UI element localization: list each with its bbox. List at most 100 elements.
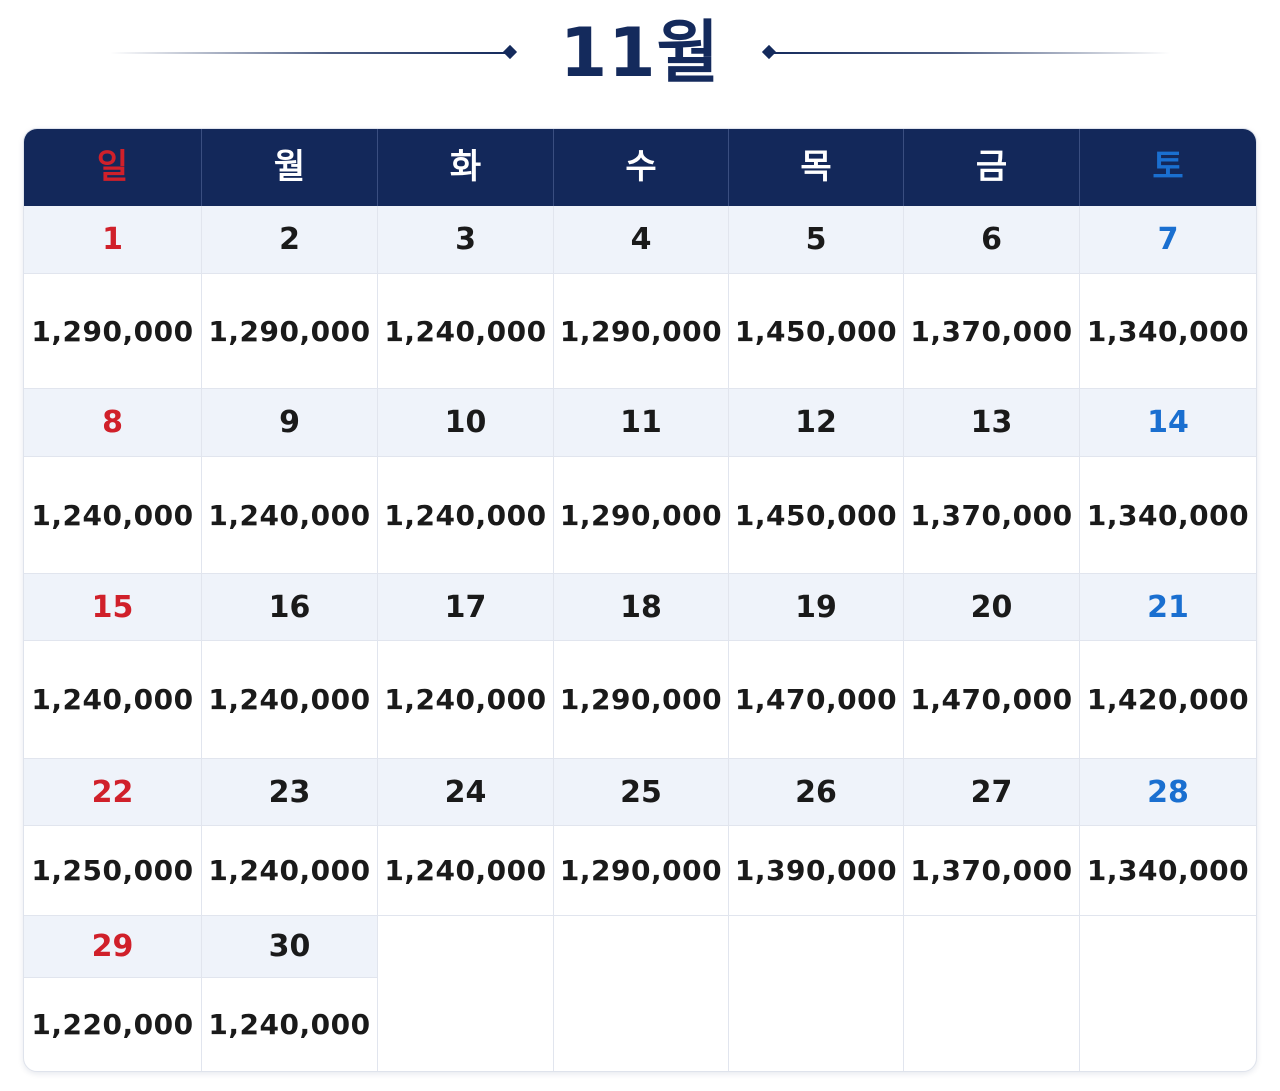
day-number: 4	[554, 206, 728, 274]
day-cell[interactable]: 1 1,290,000	[24, 206, 202, 389]
day-number: 30	[202, 916, 377, 978]
day-cell[interactable]: 5 1,450,000	[729, 206, 904, 389]
day-price: 1,240,000	[208, 499, 371, 532]
day-price: 1,240,000	[384, 315, 547, 348]
day-price: 1,470,000	[734, 683, 898, 716]
day-price: 1,340,000	[1086, 854, 1250, 887]
day-cell[interactable]: 12 1,450,000	[729, 389, 904, 574]
month-title: 11월	[559, 14, 721, 93]
day-cell[interactable]: 6 1,370,000	[904, 206, 1080, 389]
day-cell[interactable]: 10 1,240,000	[378, 389, 554, 574]
day-cell[interactable]: 26 1,390,000	[729, 759, 904, 916]
day-number: 11	[554, 389, 728, 457]
day-price: 1,290,000	[559, 854, 723, 887]
day-price: 1,340,000	[1086, 315, 1250, 348]
weekday-thu: 목	[729, 129, 904, 206]
weekday-tue: 화	[378, 129, 554, 206]
day-cell[interactable]: 28 1,340,000	[1080, 759, 1256, 916]
weekday-sun: 일	[24, 129, 202, 206]
day-cell[interactable]: 15 1,240,000	[24, 574, 202, 759]
day-price: 1,240,000	[208, 1008, 371, 1041]
day-cell[interactable]: 23 1,240,000	[202, 759, 378, 916]
day-cell[interactable]: 11 1,290,000	[554, 389, 729, 574]
day-cell[interactable]: 19 1,470,000	[729, 574, 904, 759]
day-price: 1,240,000	[208, 854, 371, 887]
day-price: 1,290,000	[208, 315, 371, 348]
day-cell[interactable]: 27 1,370,000	[904, 759, 1080, 916]
day-price: 1,240,000	[384, 854, 547, 887]
title-divider-right	[770, 52, 1170, 54]
day-cell[interactable]: 20 1,470,000	[904, 574, 1080, 759]
day-number: 25	[554, 759, 728, 826]
day-price: 1,290,000	[559, 683, 723, 716]
day-cell[interactable]: 24 1,240,000	[378, 759, 554, 916]
day-cell[interactable]: 8 1,240,000	[24, 389, 202, 574]
day-number: 28	[1080, 759, 1256, 826]
day-number: 2	[202, 206, 377, 274]
day-price: 1,370,000	[910, 499, 1073, 532]
day-number: 6	[904, 206, 1079, 274]
day-number: 21	[1080, 574, 1256, 641]
day-price: 1,370,000	[910, 854, 1073, 887]
day-price: 1,250,000	[31, 854, 194, 887]
day-number: 23	[202, 759, 377, 826]
day-number: 14	[1080, 389, 1256, 457]
day-number: 17	[378, 574, 553, 641]
weekday-fri: 금	[904, 129, 1080, 206]
day-number: 1	[24, 206, 201, 274]
day-price: 1,420,000	[1086, 683, 1250, 716]
title-divider-left	[110, 52, 510, 54]
day-number: 9	[202, 389, 377, 457]
day-cell[interactable]: 7 1,340,000	[1080, 206, 1256, 389]
day-number: 15	[24, 574, 201, 641]
day-cell[interactable]: 16 1,240,000	[202, 574, 378, 759]
day-price: 1,240,000	[31, 683, 194, 716]
day-number: 24	[378, 759, 553, 826]
day-number: 3	[378, 206, 553, 274]
day-cell[interactable]: 13 1,370,000	[904, 389, 1080, 574]
day-price: 1,290,000	[31, 315, 194, 348]
weekday-mon: 월	[202, 129, 378, 206]
day-cell[interactable]: 30 1,240,000	[202, 916, 378, 1071]
empty-day-cell	[904, 916, 1080, 1071]
day-number: 19	[729, 574, 903, 641]
day-cell[interactable]: 25 1,290,000	[554, 759, 729, 916]
day-number: 18	[554, 574, 728, 641]
day-price: 1,240,000	[31, 499, 194, 532]
day-price: 1,220,000	[31, 1008, 194, 1041]
day-cell[interactable]: 3 1,240,000	[378, 206, 554, 389]
day-cell[interactable]: 14 1,340,000	[1080, 389, 1256, 574]
day-cell[interactable]: 17 1,240,000	[378, 574, 554, 759]
day-number: 26	[729, 759, 903, 826]
empty-day-cell	[554, 916, 729, 1071]
day-price: 1,240,000	[208, 683, 371, 716]
day-cell[interactable]: 4 1,290,000	[554, 206, 729, 389]
day-number: 8	[24, 389, 201, 457]
day-cell[interactable]: 22 1,250,000	[24, 759, 202, 916]
day-number: 5	[729, 206, 903, 274]
day-cell[interactable]: 21 1,420,000	[1080, 574, 1256, 759]
day-price: 1,450,000	[734, 499, 898, 532]
weekday-wed: 수	[554, 129, 729, 206]
day-number: 12	[729, 389, 903, 457]
day-price: 1,290,000	[559, 499, 723, 532]
day-cell[interactable]: 9 1,240,000	[202, 389, 378, 574]
day-number: 7	[1080, 206, 1256, 274]
day-price: 1,240,000	[384, 499, 547, 532]
day-cell[interactable]: 29 1,220,000	[24, 916, 202, 1071]
day-price: 1,240,000	[384, 683, 547, 716]
day-price: 1,340,000	[1086, 499, 1250, 532]
empty-day-cell	[378, 916, 554, 1071]
day-number: 10	[378, 389, 553, 457]
empty-day-cell	[1080, 916, 1256, 1071]
day-price: 1,390,000	[734, 854, 898, 887]
day-cell[interactable]: 18 1,290,000	[554, 574, 729, 759]
day-cell[interactable]: 2 1,290,000	[202, 206, 378, 389]
month-title-area: 11월	[0, 0, 1280, 110]
day-number: 16	[202, 574, 377, 641]
day-number: 27	[904, 759, 1079, 826]
day-price: 1,290,000	[559, 315, 723, 348]
day-number: 22	[24, 759, 201, 826]
